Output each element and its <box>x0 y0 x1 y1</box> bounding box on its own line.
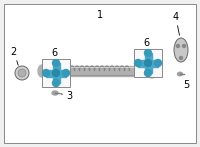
Bar <box>46 70 66 76</box>
Circle shape <box>144 50 152 56</box>
Circle shape <box>43 70 50 76</box>
Bar <box>42 66 152 76</box>
Circle shape <box>63 70 70 76</box>
Circle shape <box>134 60 142 66</box>
Text: 6: 6 <box>51 48 57 58</box>
Bar <box>134 49 162 77</box>
Circle shape <box>144 70 152 76</box>
Ellipse shape <box>178 72 182 76</box>
Bar <box>144 53 152 73</box>
Text: 3: 3 <box>66 91 72 101</box>
Circle shape <box>15 66 29 80</box>
Bar <box>42 59 70 87</box>
Ellipse shape <box>38 65 46 77</box>
Text: 4: 4 <box>173 12 179 22</box>
Bar <box>138 60 158 66</box>
Circle shape <box>53 80 60 86</box>
Circle shape <box>18 69 26 77</box>
Text: 1: 1 <box>97 10 103 20</box>
Text: 2: 2 <box>10 47 16 57</box>
Text: 6: 6 <box>143 38 149 48</box>
Circle shape <box>53 70 60 76</box>
Circle shape <box>144 60 152 66</box>
Circle shape <box>183 45 186 47</box>
Circle shape <box>180 56 182 60</box>
Bar <box>53 63 60 83</box>
Ellipse shape <box>174 38 188 62</box>
Circle shape <box>176 45 179 47</box>
Ellipse shape <box>148 64 156 78</box>
Text: 5: 5 <box>183 80 189 90</box>
Circle shape <box>154 60 162 66</box>
Ellipse shape <box>52 91 58 95</box>
Circle shape <box>53 60 60 66</box>
